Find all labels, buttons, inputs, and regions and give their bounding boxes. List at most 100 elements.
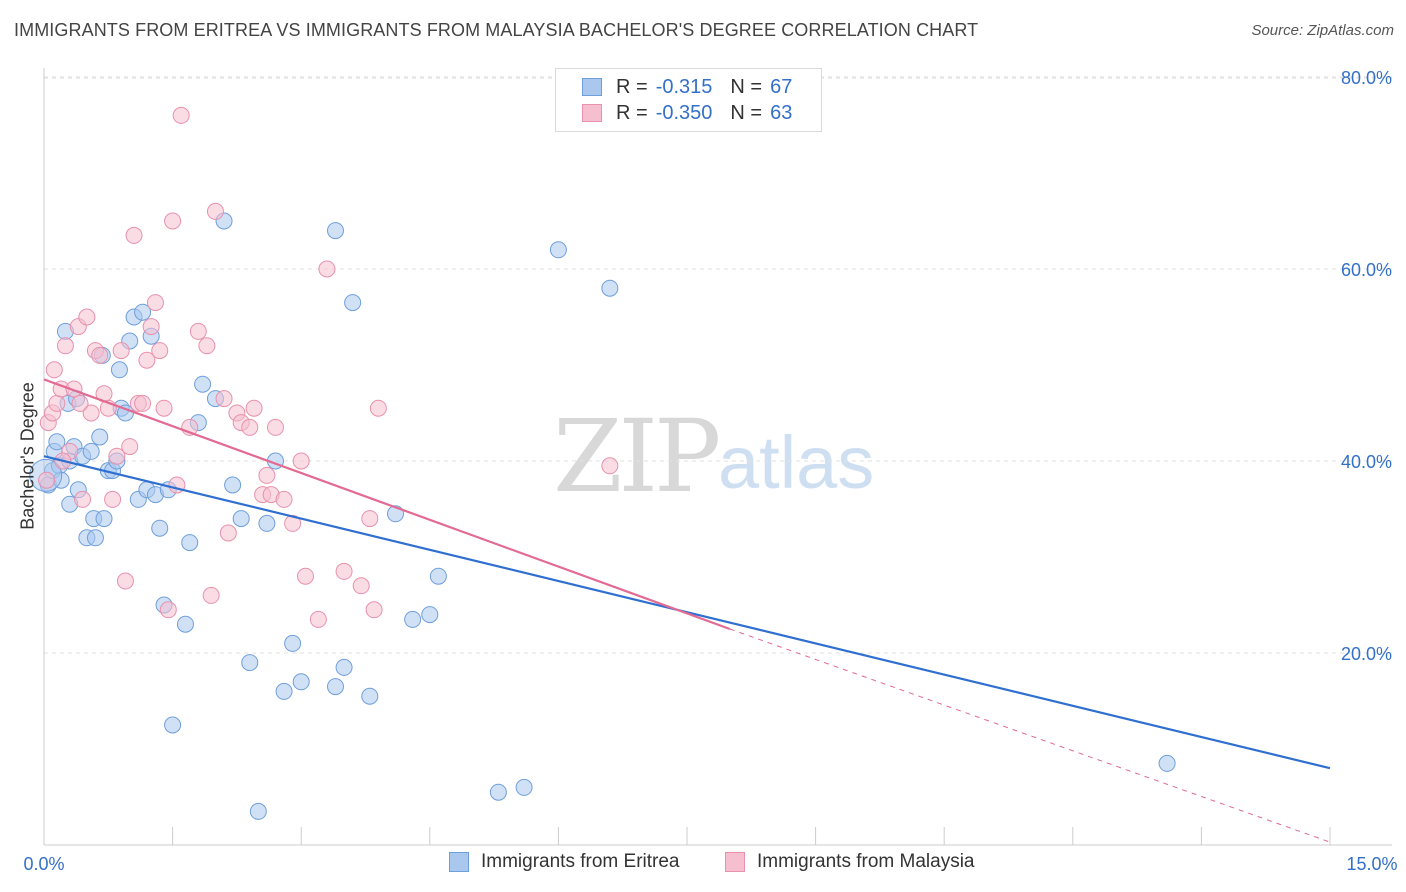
eritrea-legend-swatch [449,852,469,872]
watermark-atlas: atlas [718,421,875,504]
malaysia-point [219,524,237,542]
eritrea-point [335,658,353,676]
eritrea-point [1158,754,1176,772]
eritrea-point [326,678,344,696]
malaysia-point [258,466,276,484]
malaysia-point [138,351,156,369]
y-tick-label: 40.0% [1341,452,1392,472]
eritrea-point [249,802,267,820]
malaysia-point [65,380,83,398]
malaysia-point [82,404,100,422]
malaysia-point [142,318,160,336]
malaysia-point [116,572,134,590]
x-tick-label: 15.0% [1346,854,1397,874]
malaysia-point [78,308,96,326]
malaysia-point [601,457,619,475]
malaysia-point [38,471,56,489]
malaysia-point [159,601,177,619]
malaysia-point [335,562,353,580]
malaysia-legend-label: Immigrants from Malaysia [757,851,975,872]
y-tick-label: 20.0% [1341,644,1392,664]
malaysia-trend-line [43,378,731,631]
y-tick-label: 80.0% [1341,68,1392,88]
malaysia-point [296,567,314,585]
malaysia-point [309,610,327,628]
grid-lines [44,76,1392,654]
malaysia-point [71,394,89,412]
axes [43,68,1392,846]
tick-labels: 20.0% 40.0% 60.0% 80.0% 0.0% 15.0% [23,68,1397,874]
stats-legend: R = -0.315 N = 67 R = -0.350 N = 63 [555,68,822,132]
malaysia-point [245,399,263,417]
eritrea-point [489,783,507,801]
eritrea-point [275,682,293,700]
eritrea-point [361,687,379,705]
bottom-legend-eritrea: Immigrants from Eritrea [449,851,679,873]
malaysia-point [292,452,310,470]
legend-n-value: 63 [770,101,793,124]
legend-r-value: -0.315 [655,75,713,98]
trend-lines [43,378,1331,843]
eritrea-point [241,654,259,672]
eritrea-point [164,716,182,734]
eritrea-points [29,212,1176,820]
malaysia-point [104,490,122,508]
eritrea-point [181,534,199,552]
eritrea-point [91,428,109,446]
chart-title: IMMIGRANTS FROM ERITREA VS IMMIGRANTS FR… [14,20,979,40]
legend-n-label: N = [730,101,763,124]
y-axis-label: Bachelor's Degree [17,382,38,530]
malaysia-point [48,394,66,412]
malaysia-points [38,106,619,628]
malaysia-point [369,399,387,417]
y-tick-label: 60.0% [1341,260,1392,280]
eritrea-point [134,303,152,321]
malaysia-point [365,601,383,619]
eritrea-point [549,241,567,259]
eritrea-point [48,433,66,451]
malaysia-point [125,226,143,244]
eritrea-point [82,442,100,460]
eritrea-point [151,519,169,537]
legend-n-value: 67 [770,75,793,98]
malaysia-point [198,337,216,355]
eritrea-point [515,778,533,796]
eritrea-point [194,375,212,393]
eritrea-trend-line [43,455,1331,770]
eritrea-point [326,222,344,240]
malaysia-point [91,346,109,364]
malaysia-point [112,342,130,360]
malaysia-point [206,202,224,220]
eritrea-legend-label: Immigrants from Eritrea [481,851,680,872]
malaysia-point [56,337,74,355]
x-tick-label: 0.0% [23,854,64,874]
eritrea-point [292,673,310,691]
malaysia-point [146,294,164,312]
eritrea-point [110,361,128,379]
malaysia-point [215,390,233,408]
malaysia-point [151,342,169,360]
eritrea-point [232,510,250,528]
eritrea-point [421,606,439,624]
malaysia-point [155,399,173,417]
eritrea-point [404,610,422,628]
eritrea-point [429,567,447,585]
eritrea-point [284,634,302,652]
eritrea-point [344,294,362,312]
malaysia-trend-extension [729,628,1331,843]
malaysia-point [172,106,190,124]
watermark-zip: ZIP [553,398,721,515]
malaysia-swatch [582,104,602,122]
malaysia-point [189,322,207,340]
eritrea-swatch [582,78,602,96]
eritrea-point [258,514,276,532]
legend-row-malaysia: R = -0.350 N = 63 [582,100,792,126]
malaysia-point [164,212,182,230]
malaysia-legend-swatch [725,852,745,872]
legend-r-label: R = [616,101,648,124]
malaysia-point [318,260,336,278]
malaysia-point [202,586,220,604]
malaysia-point [352,577,370,595]
source-credit: Source: ZipAtlas.com [1251,22,1394,39]
